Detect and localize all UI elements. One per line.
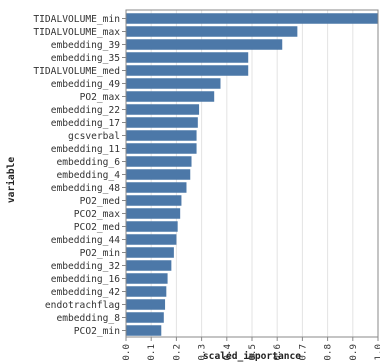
bar bbox=[126, 52, 249, 63]
category-label: PCO2_max bbox=[74, 209, 120, 220]
bar bbox=[126, 273, 168, 284]
x-tick-label: 0.3 bbox=[197, 344, 208, 361]
bar bbox=[126, 247, 174, 258]
category-label: embedding_11 bbox=[51, 144, 121, 155]
x-tick-label: 0.0 bbox=[121, 344, 132, 361]
category-label: embedding_39 bbox=[51, 40, 121, 51]
bar bbox=[126, 260, 172, 271]
category-label: TIDALVOLUME_min bbox=[33, 14, 120, 25]
bar bbox=[126, 312, 164, 323]
bar bbox=[126, 78, 221, 89]
x-axis-title: scaled_importance bbox=[203, 350, 301, 362]
chart-bars bbox=[126, 13, 378, 336]
bar bbox=[126, 65, 249, 76]
x-tick-label: 0.1 bbox=[146, 344, 157, 361]
bar bbox=[126, 104, 200, 115]
category-label: embedding_48 bbox=[51, 183, 121, 194]
bar bbox=[126, 169, 191, 180]
bar bbox=[126, 234, 177, 245]
category-label: gcsverbal bbox=[68, 131, 120, 142]
category-labels: TIDALVOLUME_min TIDALVOLUME_max embedding_… bbox=[33, 14, 120, 337]
category-label: PCO2_med bbox=[74, 222, 120, 233]
category-label: embedding_22 bbox=[51, 105, 120, 116]
category-label: embedding_17 bbox=[51, 118, 121, 129]
bar bbox=[126, 182, 187, 193]
category-label: PO2_min bbox=[80, 248, 120, 259]
category-label: embedding_49 bbox=[51, 79, 121, 90]
x-tick-label: 0.9 bbox=[348, 344, 359, 361]
bar bbox=[126, 130, 197, 141]
bar bbox=[126, 286, 167, 297]
bar bbox=[126, 195, 182, 206]
x-tick-label: 0.6 bbox=[272, 344, 283, 361]
category-label: embedding_35 bbox=[51, 53, 120, 64]
category-label: embedding_44 bbox=[51, 235, 121, 246]
chart-frame bbox=[122, 9, 379, 341]
category-label: embedding_6 bbox=[56, 157, 120, 168]
category-label: embedding_16 bbox=[51, 274, 121, 285]
category-label: embedding_8 bbox=[56, 313, 120, 324]
plot-border bbox=[125, 9, 379, 338]
bar bbox=[126, 26, 298, 37]
category-label: TIDALVOLUME_max bbox=[33, 27, 120, 38]
x-tick-label: 0.5 bbox=[247, 344, 258, 361]
bar bbox=[126, 39, 283, 50]
x-tick-label: 0.7 bbox=[297, 344, 308, 361]
bar bbox=[126, 208, 181, 219]
category-label: embedding_4 bbox=[56, 170, 120, 181]
bar bbox=[126, 91, 215, 102]
y-axis-title: variable bbox=[5, 157, 17, 203]
category-label: PO2_med bbox=[80, 196, 120, 207]
x-tick-label: 1.0 bbox=[373, 344, 380, 361]
category-label: endotrachflag bbox=[45, 300, 120, 311]
category-label: PO2_max bbox=[80, 92, 121, 103]
bar bbox=[126, 221, 178, 232]
bar bbox=[126, 117, 198, 128]
x-tick-labels: 0.0 0.1 0.2 0.3 0.4 0.5 0.6 0.7 0.8 0.9 1.0 bbox=[121, 344, 380, 361]
category-label: TIDALVOLUME_med bbox=[33, 66, 120, 77]
category-label: PCO2_min bbox=[74, 326, 120, 337]
x-tick-label: 0.4 bbox=[222, 344, 233, 361]
bar bbox=[126, 299, 166, 310]
category-label: embedding_42 bbox=[51, 287, 120, 298]
x-tick-label: 0.2 bbox=[171, 344, 182, 361]
x-tick-label: 0.8 bbox=[323, 344, 334, 361]
bar bbox=[126, 143, 197, 154]
category-label: embedding_32 bbox=[51, 261, 120, 272]
bar bbox=[126, 325, 162, 336]
bar bbox=[126, 156, 192, 167]
bar bbox=[126, 13, 378, 24]
